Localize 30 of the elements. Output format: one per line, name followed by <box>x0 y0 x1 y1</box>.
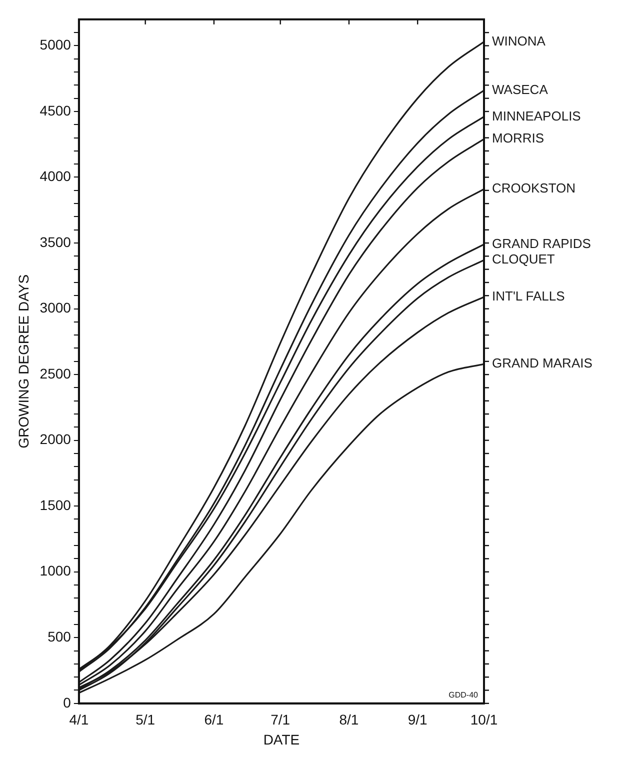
y-tick-label: 4000 <box>40 168 72 184</box>
legend-label: MINNEAPOLIS <box>492 108 582 124</box>
y-tick-label: 2000 <box>40 431 72 448</box>
legend-label: WINONA <box>492 33 546 48</box>
legend-label: CLOQUET <box>492 252 555 267</box>
y-tick-label: 1500 <box>40 496 72 513</box>
x-tick-label: 9/1 <box>408 712 428 728</box>
legend-label: INT'L FALLS <box>492 288 566 304</box>
x-tick-label: 8/1 <box>339 712 359 728</box>
x-tick-label: 7/1 <box>270 712 290 728</box>
legend-label: CROOKSTON <box>492 180 576 196</box>
x-tick-label: 5/1 <box>136 712 156 728</box>
x-tick-label: 4/1 <box>69 712 89 728</box>
legend-label: GRAND RAPIDS <box>492 236 592 251</box>
legend-label: GRAND MARAIS <box>492 356 593 371</box>
annotation: GDD-40 <box>448 690 479 700</box>
x-axis-title: DATE <box>263 731 300 748</box>
x-tick-label: 6/1 <box>204 712 224 728</box>
x-tick-label: 10/1 <box>470 712 498 728</box>
y-tick-label: 3500 <box>40 234 72 250</box>
y-tick-label: 4500 <box>40 102 72 118</box>
y-tick-label: 1000 <box>40 562 72 579</box>
y-tick-label: 3000 <box>40 300 72 316</box>
y-axis-title: GROWING DEGREE DAYS <box>15 274 32 448</box>
legend-label: WASECA <box>492 82 548 98</box>
y-tick-label: 500 <box>48 628 72 644</box>
y-tick-label: 5000 <box>40 36 72 53</box>
y-tick-label: 0 <box>63 694 72 710</box>
y-tick-label: 2500 <box>40 365 72 382</box>
legend-label: MORRIS <box>492 130 544 146</box>
